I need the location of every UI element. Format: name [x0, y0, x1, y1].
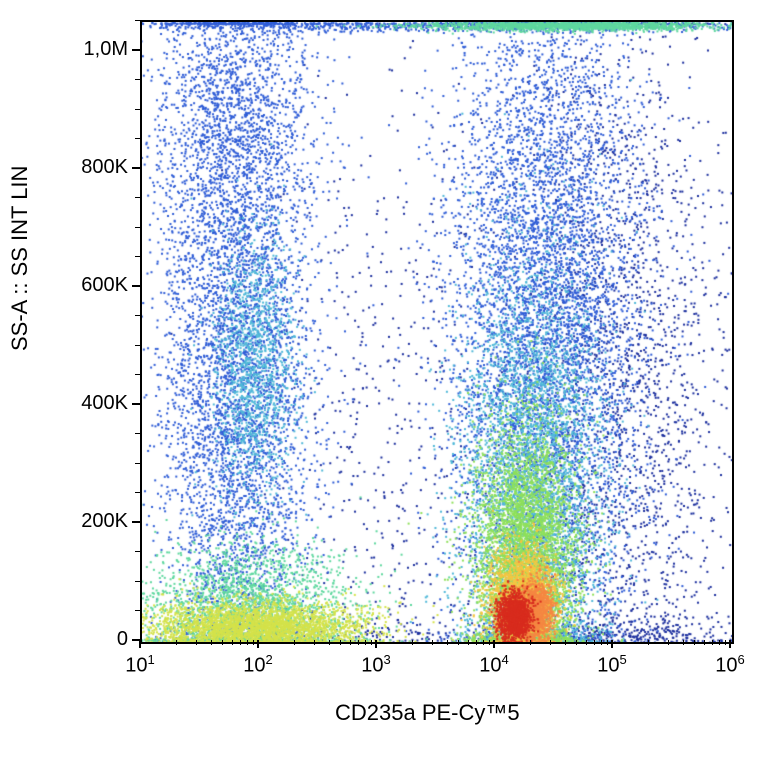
- y-axis-label: SS-A :: SS INT LIN: [7, 311, 33, 351]
- y-tick-label: 0: [60, 628, 128, 651]
- y-tick-label: 200K: [60, 510, 128, 533]
- y-tick-label: 800K: [60, 156, 128, 179]
- x-tick-label: 105: [592, 652, 632, 678]
- x-tick-label: 106: [710, 652, 750, 678]
- y-tick-label: 600K: [60, 274, 128, 297]
- x-tick-label: 104: [474, 652, 514, 678]
- x-tick-label: 103: [356, 652, 396, 678]
- x-tick-label: 102: [238, 652, 278, 678]
- plot-area: [140, 20, 734, 644]
- scatter-canvas: [142, 22, 732, 642]
- y-tick-label: 400K: [60, 392, 128, 415]
- y-tick-label: 1,0M: [60, 38, 128, 61]
- x-tick-label: 101: [120, 652, 160, 678]
- x-axis-label: CD235a PE-Cy™5: [335, 700, 520, 726]
- flow-cytometry-chart: SS-A :: SS INT LIN CD235a PE-Cy™5 0 200K 4…: [0, 0, 764, 764]
